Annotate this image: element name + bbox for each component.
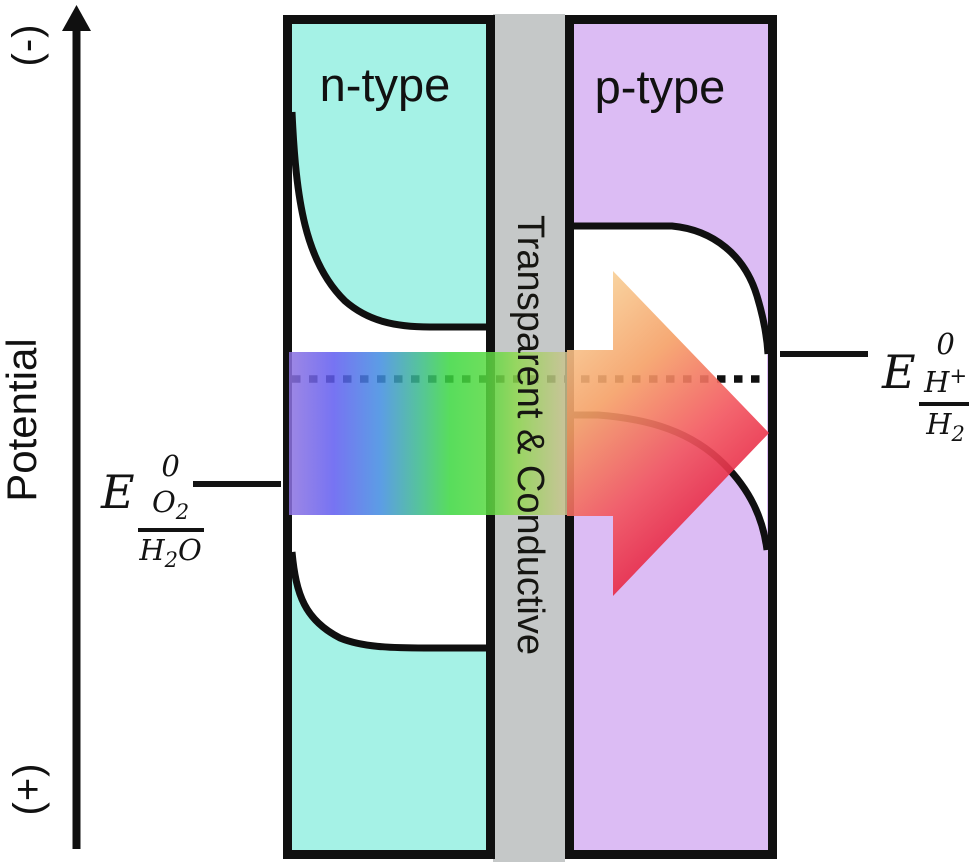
charge-transfer-arrow <box>567 271 769 596</box>
axis-positive-sign: (+) <box>5 762 50 816</box>
o2-label-numerator: O2 <box>152 485 190 524</box>
h2-label-fraction-bar <box>918 402 969 406</box>
n-type-title: n-type <box>319 57 451 111</box>
axis-title: Potential <box>0 338 45 502</box>
axis-arrowhead-icon <box>62 5 91 31</box>
tco-strip-title: Transparent & Conductive <box>509 214 552 656</box>
h2-label-base: E <box>882 345 916 399</box>
o2-label-denominator: H2O <box>139 533 202 572</box>
n-valence-band-curve <box>288 551 486 652</box>
h2-label-denominator: H2 <box>926 407 965 446</box>
n-conduction-band-curve <box>288 111 486 331</box>
h2-label-sup: 0 <box>936 327 955 361</box>
o2-label-fraction-bar <box>137 528 204 532</box>
o2-h2o-potential-label: E 0 O2 H2O <box>101 452 204 571</box>
o2-label-base: E <box>101 465 135 519</box>
light-spectrum-beam <box>289 352 567 515</box>
h2-label-numerator: H+ <box>924 364 968 399</box>
o2-label-stack: 0 O2 H2O <box>137 449 204 572</box>
axis-negative-sign: (-) <box>4 23 49 67</box>
h-plus-h2-potential-label: E 0 H+ H2 <box>882 330 969 445</box>
p-type-title: p-type <box>594 59 726 113</box>
o2-label-sup: 0 <box>161 449 180 483</box>
p-conduction-band-curve <box>574 222 772 355</box>
h2-label-stack: 0 H+ H2 <box>918 327 969 446</box>
